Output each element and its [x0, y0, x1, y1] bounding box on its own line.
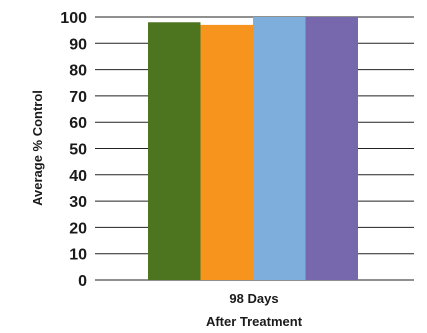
y-tick-label-0: 0 [78, 273, 87, 290]
y-tick-label-10: 10 [69, 247, 87, 264]
bar-2 [200, 24, 253, 280]
bars [148, 17, 358, 280]
y-tick-label-60: 60 [69, 115, 87, 132]
y-tick-label-90: 90 [69, 36, 87, 53]
y-tick-label-50: 50 [69, 142, 87, 159]
bar-3 [253, 17, 306, 280]
y-tick-label-40: 40 [69, 168, 87, 185]
y-tick-labels: 0 10 20 30 40 50 60 70 80 90 100 [60, 10, 87, 290]
x-category-label-line-1: 98 Days [229, 291, 278, 306]
y-tick-label-70: 70 [69, 89, 87, 106]
y-tick-label-30: 30 [69, 194, 87, 211]
x-category-label: 98 Days After Treatment [206, 291, 303, 329]
bar-4 [305, 17, 358, 280]
y-tick-label-20: 20 [69, 220, 87, 237]
y-tick-label-100: 100 [60, 10, 87, 27]
y-tick-label-80: 80 [69, 63, 87, 80]
bar-1 [148, 22, 201, 280]
x-category-label-line-2: After Treatment [206, 314, 303, 329]
y-axis-title: Average % Control [30, 90, 45, 206]
